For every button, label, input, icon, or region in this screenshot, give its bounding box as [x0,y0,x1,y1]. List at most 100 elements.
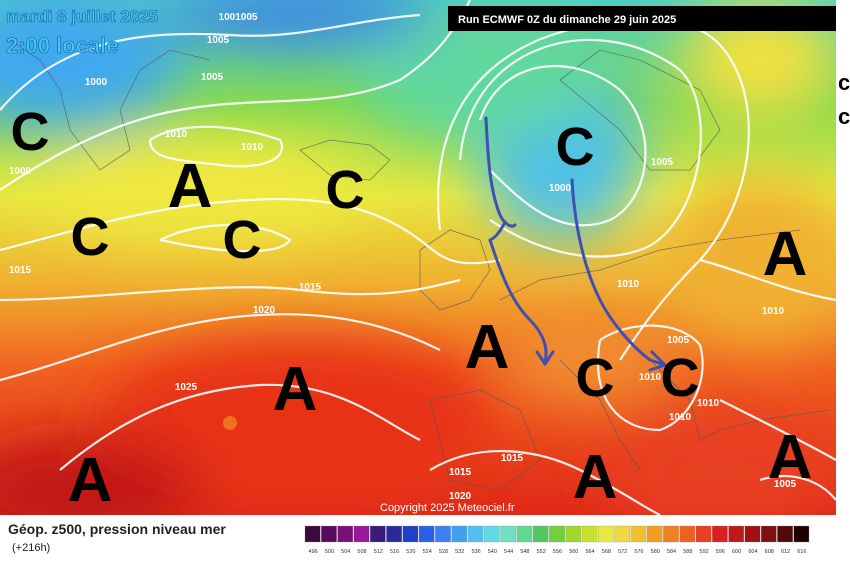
scale-label: 592 [700,549,709,555]
scale-swatch [484,525,500,543]
isobar-label: 1010 [639,372,662,383]
scale-label: 612 [781,549,790,555]
scale-swatch [353,525,370,543]
center-label: C [661,348,700,408]
sketched-arrows [484,116,667,372]
scale-label: 520 [406,549,415,555]
scale-label: 540 [488,549,497,555]
scale-label: 524 [423,549,432,555]
scale-swatch [744,525,761,543]
scale-swatch [337,525,354,543]
scale-swatch [451,525,468,543]
product-title: Géop. z500, pression niveau mer [8,521,226,537]
scale-label: 556 [553,549,562,555]
scale-label: 560 [569,549,578,555]
isobar-label: 1010 [762,306,785,317]
scale-label: 576 [634,549,643,555]
scale-swatch [777,525,793,543]
run-banner [448,6,836,31]
scale-swatch [760,525,777,543]
map: C A C C C C A A A C C A A A 1001005 1005… [0,0,836,515]
isobar-label: 1000 [85,77,108,88]
scale-swatch [793,525,810,543]
scale-label: 544 [504,549,513,555]
scale-label: 604 [748,549,757,555]
scale-label: 532 [455,549,464,555]
lead-time: (+216h) [12,542,50,554]
center-label: C [576,348,615,408]
color-scale: 496 500 504 508 512 516 520 524 528 532 536 540 544 5… [304,525,810,555]
scale-swatch [598,525,614,543]
scale-label: 568 [602,549,611,555]
isobar-label: 1010 [617,279,640,290]
isobar-label: 1015 [449,467,472,478]
scale-label: 616 [797,549,806,555]
forecast-date: mardi 8 juillet 2025 [6,7,158,26]
isobar-label: 1010 [697,398,720,409]
scale-label: 496 [309,549,318,555]
scale-label: 588 [683,549,692,555]
coastlines [9,39,831,491]
scale-swatch [370,525,386,543]
scale-swatch [418,525,435,543]
scale-swatch [532,525,549,543]
scale-swatch [549,525,565,543]
center-label: A [573,443,618,512]
isobar-label: 1005 [207,35,230,46]
scale-swatch [565,525,582,543]
isobar-label: 1005 [667,335,690,346]
scale-swatch [663,525,679,543]
isobar-label: 1010 [669,412,692,423]
scale-label: 596 [716,549,725,555]
scale-label: 548 [520,549,529,555]
isobar-labels: 1001005 1005 1000 1005 1010 1010 1000 10… [9,12,797,502]
center-label: C [11,102,50,162]
isobar-label: 1000 [9,166,32,177]
scale-label: 572 [618,549,627,555]
isobar-label: 1005 [201,72,224,83]
isobar-label: 1001005 [219,12,258,23]
scale-swatch [728,525,744,543]
scale-swatch [695,525,712,543]
scale-swatch [630,525,647,543]
isobar-label: 1015 [501,453,524,464]
copyright: Copyright 2025 Meteociel.fr [380,502,515,514]
scale-swatch [712,525,728,543]
edge-label: c [838,104,850,129]
scale-label: 608 [765,549,774,555]
scale-swatch [321,525,337,543]
run-info: Run ECMWF 0Z du dimanche 29 juin 2025 [458,14,676,26]
edge-label: c [838,70,850,95]
scale-swatch [500,525,516,543]
isobar-label: 1005 [774,479,797,490]
center-label: A [68,446,113,515]
scale-swatch [304,525,321,543]
scale-swatch [581,525,598,543]
center-label: A [768,423,813,492]
scale-swatch [386,525,402,543]
scale-label: 516 [390,549,399,555]
isobar-label: 1010 [241,142,264,153]
isobar-label: 1005 [651,157,674,168]
isobar-label: 1015 [299,282,322,293]
scale-swatch [646,525,663,543]
scale-swatch [435,525,451,543]
scale-swatch [614,525,630,543]
center-label: A [465,313,510,382]
scale-label: 504 [341,549,350,555]
scale-swatch [402,525,419,543]
center-label: A [763,220,808,289]
isobar-label: 1020 [253,305,276,316]
isobar-label: 1015 [9,265,32,276]
scale-label: 600 [732,549,741,555]
isobar-label: 1010 [165,129,188,140]
center-label: C [556,117,595,177]
center-label: A [168,152,213,221]
scale-label: 580 [651,549,660,555]
center-label: C [71,207,110,267]
center-label: C [326,160,365,220]
scale-label: 508 [357,549,366,555]
scale-label: 552 [537,549,546,555]
